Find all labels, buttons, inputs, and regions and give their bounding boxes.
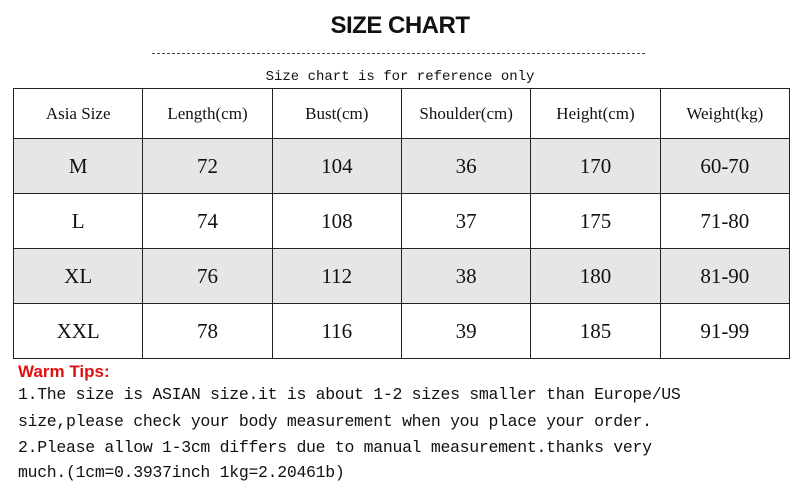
header-cell: Height(cm) [530,88,661,139]
table-cell: 71-80 [659,193,791,249]
tip-line: much.(1cm=0.3937inch 1kg=2.20461b) [18,463,345,482]
table-row: XXL 78 116 39 185 91-99 [12,303,791,359]
table-cell: 60-70 [659,138,791,194]
warm-tips-heading: Warm Tips: [18,362,110,381]
tip-line: size,please check your body measurement … [18,412,652,431]
table-cell: 175 [530,193,661,249]
table-cell: 38 [400,248,532,304]
table-cell: 78 [142,303,273,359]
table-cell: 104 [271,138,402,194]
table-row: M 72 104 36 170 60-70 [12,138,791,194]
header-cell: Asia Size [12,88,144,139]
table-cell: 36 [400,138,532,194]
table-cell: 116 [271,303,402,359]
table-row: XL 76 112 38 180 81-90 [12,248,791,304]
table-cell: L [12,193,144,249]
table-header-row: Asia Size Length(cm) Bust(cm) Shoulder(c… [12,88,791,139]
table-cell: 108 [271,193,402,249]
table-cell: 91-99 [659,303,791,359]
table-row: L 74 108 37 175 71-80 [12,193,791,249]
table-cell: 72 [142,138,273,194]
subtitle: Size chart is for reference only [265,69,535,85]
header-cell: Weight(kg) [659,88,791,139]
table-cell: XL [12,248,144,304]
table-cell: M [12,138,144,194]
table-cell: 39 [400,303,532,359]
header-cell: Length(cm) [142,88,273,139]
table-cell: 81-90 [659,248,791,304]
table-cell: 74 [142,193,273,249]
table-cell: 112 [271,248,402,304]
table-cell: 170 [530,138,661,194]
size-table: Asia Size Length(cm) Bust(cm) Shoulder(c… [12,88,791,359]
header-cell: Bust(cm) [271,88,402,139]
table-cell: 37 [400,193,532,249]
tip-line: 1.The size is ASIAN size.it is about 1-2… [18,385,681,404]
page-title: SIZE CHART [330,12,471,39]
table-cell: 76 [142,248,273,304]
tip-line: 2.Please allow 1-3cm differs due to manu… [18,438,652,457]
table-cell: XXL [12,303,144,359]
table-cell: 180 [530,248,661,304]
header-cell: Shoulder(cm) [400,88,532,139]
dashed-divider [152,53,645,54]
table-cell: 185 [530,303,661,359]
